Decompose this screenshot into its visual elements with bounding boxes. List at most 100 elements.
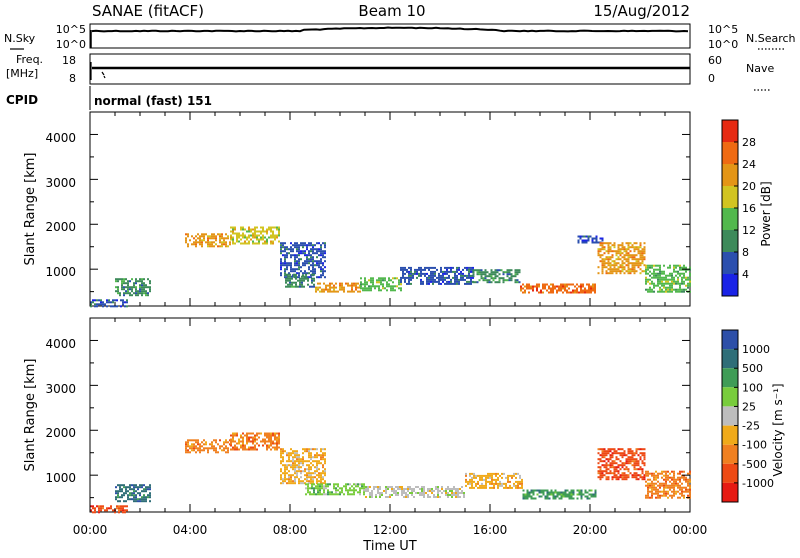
- xtick-0800: 08:00: [273, 523, 308, 537]
- colorbar-swatch: [722, 274, 738, 296]
- velocity-colorbar-tick: 25: [742, 400, 756, 413]
- xaxis-label: Time UT: [362, 539, 416, 554]
- station-title: SANAE (fitACF): [92, 2, 204, 20]
- colorbar-swatch: [722, 208, 738, 230]
- echo-region: [645, 470, 691, 499]
- echo-region: [280, 448, 326, 485]
- velocity-ytick-1000: 1000: [45, 471, 76, 485]
- echo-region: [577, 235, 604, 244]
- colorbar-swatch: [722, 368, 738, 388]
- colorbar-swatch: [722, 330, 738, 350]
- colorbar-swatch: [722, 463, 738, 483]
- velocity-panel: Slant Range [km] 1000 2000 3000 4000: [23, 317, 691, 514]
- nsky-tick-top: 10^5: [56, 23, 86, 36]
- colorbar-swatch: [722, 230, 738, 252]
- power-colorbar-label: Power [dB]: [759, 181, 773, 246]
- echo-region: [115, 278, 151, 297]
- xtick-1200: 12:00: [373, 523, 408, 537]
- echo-region: [185, 439, 231, 454]
- colorbar-swatch: [722, 406, 738, 426]
- echo-region: [230, 226, 280, 245]
- power-colorbar-tick: 24: [742, 158, 756, 171]
- nave-tick-top: 60: [708, 54, 722, 67]
- echo-region: [305, 483, 365, 496]
- nsearch-label: N.Search: [746, 32, 796, 45]
- xtick-0000: 00:00: [73, 523, 108, 537]
- velocity-plot-frame: [89, 317, 691, 513]
- xtick-0400: 04:00: [173, 523, 208, 537]
- echo-region: [465, 472, 523, 489]
- nsearch-tick-top: 10^5: [708, 23, 738, 36]
- power-colorbar-tick: 20: [742, 180, 756, 193]
- colorbar-swatch: [722, 349, 738, 369]
- power-ytick-1000: 1000: [45, 265, 76, 279]
- beam-title: Beam 10: [358, 2, 425, 20]
- echo-region: [115, 484, 151, 503]
- velocity-colorbar-tick: 500: [742, 362, 763, 375]
- echo-region: [365, 486, 465, 498]
- freq-label-line1: Freq.: [16, 53, 43, 66]
- velocity-colorbar-tick: 1000: [742, 343, 770, 356]
- echo-region: [520, 283, 596, 294]
- xtick-2400: 00:00: [673, 523, 708, 537]
- echo-region: [597, 448, 646, 481]
- velocity-colorbar-tick: -1000: [742, 477, 774, 490]
- power-colorbar-tick: 8: [742, 246, 749, 259]
- colorbar-swatch: [722, 387, 738, 407]
- velocity-ylabel: Slant Range [km]: [23, 359, 38, 472]
- velocity-echo-layer: [90, 432, 691, 514]
- velocity-ytick-2000: 2000: [45, 426, 76, 440]
- velocity-colorbar-tick: -25: [742, 420, 760, 433]
- cpid-text: normal (fast) 151: [94, 94, 212, 108]
- freq-tick-bottom: 8: [69, 72, 76, 85]
- power-ytick-2000: 2000: [45, 220, 76, 234]
- colorbar-swatch: [722, 186, 738, 208]
- colorbar-swatch: [722, 252, 738, 274]
- nsky-panel-frame: [89, 23, 691, 49]
- power-panel: Slant Range [km] 1000 2000 3000 4000: [23, 111, 691, 308]
- velocity-ytick-3000: 3000: [45, 382, 76, 396]
- colorbar-swatch: [722, 482, 738, 502]
- velocity-colorbar-tick: 100: [742, 381, 763, 394]
- freq-tick-top: 18: [62, 54, 76, 67]
- velocity-ytick-4000: 4000: [45, 337, 76, 351]
- colorbar-swatch: [722, 444, 738, 464]
- power-colorbar-tick: 16: [742, 202, 756, 215]
- velocity-colorbar: 1000 500 100 25 -25 -100 -500 -1000: [721, 329, 774, 503]
- power-echo-layer: [90, 226, 691, 308]
- freq-label-line2: [MHz]: [6, 67, 38, 80]
- nsearch-tick-bottom: 10^0: [708, 38, 738, 51]
- power-ytick-3000: 3000: [45, 176, 76, 190]
- nave-tick-bottom: 0: [708, 72, 715, 85]
- cpid-label: CPID: [6, 93, 38, 107]
- echo-region: [285, 273, 315, 288]
- date-title: 15/Aug/2012: [593, 2, 690, 20]
- nsky-tick-bottom: 10^0: [56, 38, 86, 51]
- power-colorbar-tick: 4: [742, 268, 749, 281]
- power-plot-frame: [89, 111, 691, 307]
- echo-region: [522, 489, 597, 500]
- velocity-colorbar-tick: -100: [742, 439, 767, 452]
- power-colorbar: 4 8 12 16 20 24 28: [721, 119, 756, 297]
- freq-start-markers: [90, 62, 106, 80]
- colorbar-swatch: [722, 142, 738, 164]
- xtick-1600: 16:00: [473, 523, 508, 537]
- nsky-trace: [91, 26, 689, 33]
- power-axis-ticks: [89, 111, 691, 306]
- velocity-axis-ticks: [89, 317, 691, 512]
- velocity-colorbar-label: Velocity [m s⁻¹]: [771, 383, 785, 476]
- nsky-label: N.Sky: [4, 32, 36, 45]
- power-colorbar-tick: 28: [742, 136, 756, 149]
- echo-region: [645, 264, 691, 293]
- velocity-colorbar-tick: -500: [742, 458, 767, 471]
- power-ytick-4000: 4000: [45, 131, 76, 145]
- power-colorbar-tick: 12: [742, 224, 756, 237]
- echo-region: [597, 242, 646, 275]
- echo-region: [185, 233, 231, 248]
- echo-region: [90, 299, 128, 308]
- colorbar-swatch: [722, 164, 738, 186]
- nave-label: Nave: [746, 62, 774, 75]
- echo-region: [230, 432, 280, 451]
